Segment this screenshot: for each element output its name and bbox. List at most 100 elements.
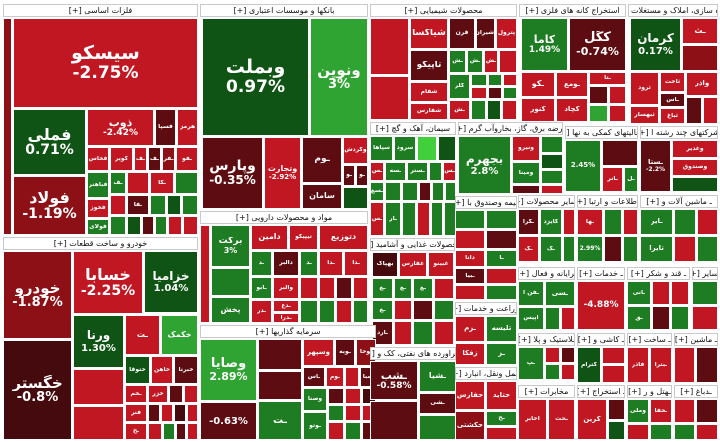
- stock-tile[interactable]: ـسه: [385, 162, 406, 181]
- stock-tile[interactable]: ذوب -2.42%: [87, 109, 154, 146]
- stock-tile[interactable]: ختوقا: [125, 356, 150, 384]
- stock-tile-small[interactable]: [541, 185, 563, 194]
- stock-tile[interactable]: ـبترا: [650, 347, 672, 383]
- stock-tile-small[interactable]: [672, 177, 718, 192]
- stock-tile-small[interactable]: [652, 306, 670, 330]
- stock-tile[interactable]: کایزد: [540, 209, 562, 235]
- stock-tile-small[interactable]: [561, 347, 575, 363]
- stock-tile-small[interactable]: [696, 424, 718, 440]
- stock-tile-small[interactable]: [696, 399, 718, 423]
- stock-tile-small[interactable]: [589, 105, 608, 122]
- stock-tile-small[interactable]: [370, 18, 409, 75]
- stock-tile-small[interactable]: [445, 182, 456, 201]
- stock-tile-small[interactable]: [155, 216, 167, 235]
- stock-tile[interactable]: وملی: [627, 399, 649, 423]
- stock-tile[interactable]: ثباغ: [660, 108, 685, 124]
- stock-tile[interactable]: وصنا: [303, 388, 327, 411]
- stock-tile-small[interactable]: [686, 97, 702, 124]
- stock-tile[interactable]: سامان: [302, 184, 342, 209]
- stock-tile-small[interactable]: [674, 209, 696, 235]
- stock-tile-small[interactable]: [370, 76, 409, 120]
- stock-tile-small[interactable]: [417, 136, 437, 161]
- stock-tile-small[interactable]: [434, 300, 454, 320]
- stock-tile-small[interactable]: [127, 172, 149, 194]
- stock-tile[interactable]: خاهن: [151, 356, 173, 384]
- sector-header[interactable]: محصولات شیمیایی [+]: [370, 4, 517, 17]
- stock-tile-small[interactable]: [429, 162, 442, 181]
- stock-tile-small[interactable]: [486, 268, 517, 284]
- sector-header[interactable]: مواد و محصولات دارویی [+]: [200, 211, 368, 224]
- stock-tile-small[interactable]: -0.63%: [200, 402, 257, 440]
- stock-tile-small[interactable]: [674, 399, 695, 423]
- stock-tile[interactable]: ـکو: [521, 72, 555, 97]
- stock-tile-small[interactable]: [499, 50, 517, 73]
- stock-tile-small[interactable]: [184, 385, 198, 403]
- stock-tile[interactable]: ـش: [484, 50, 498, 73]
- stock-tile-small[interactable]: [328, 422, 344, 440]
- stock-tile-small[interactable]: [545, 364, 560, 380]
- stock-tile[interactable]: ـوم: [326, 367, 344, 387]
- stock-tile[interactable]: ـار: [385, 202, 401, 236]
- stock-tile[interactable]: حفارس: [455, 381, 485, 410]
- stock-tile-small[interactable]: [258, 339, 302, 370]
- stock-tile[interactable]: ـث: [682, 18, 718, 44]
- stock-tile-small[interactable]: [623, 236, 638, 262]
- stock-tile-small[interactable]: [432, 182, 444, 201]
- sector-header[interactable]: خودرو و ساخت قطعات [+]: [3, 237, 198, 250]
- stock-tile-small[interactable]: [471, 87, 487, 99]
- stock-tile[interactable]: خگستر -0.8%: [3, 340, 72, 440]
- stock-tile-small[interactable]: [319, 277, 335, 299]
- sector-header[interactable]: فلزات اساسی [+]: [3, 4, 198, 17]
- stock-tile[interactable]: فنر: [125, 404, 147, 422]
- sector-header[interactable]: عرضه برق، گاز، بخاروآب گرم [+]: [458, 122, 563, 135]
- sector-header[interactable]: ـ ساخت [+]: [627, 333, 672, 346]
- stock-tile[interactable]: خودرو -1.87%: [3, 251, 72, 339]
- stock-tile-small[interactable]: [541, 170, 563, 184]
- stock-tile-small[interactable]: [336, 277, 352, 299]
- stock-tile-small[interactable]: [434, 321, 454, 345]
- stock-tile[interactable]: هرمز: [177, 109, 198, 146]
- stock-tile-small[interactable]: [150, 195, 166, 215]
- stock-tile[interactable]: حتاید: [486, 381, 517, 410]
- sector-header[interactable]: ـ قند و شکر [+]: [627, 267, 690, 280]
- stock-tile-small[interactable]: [455, 210, 485, 229]
- stock-tile[interactable]: کلر: [449, 74, 470, 99]
- stock-tile-small[interactable]: [182, 195, 198, 215]
- stock-tile[interactable]: آپیس: [518, 307, 544, 330]
- stock-tile-small[interactable]: [3, 18, 12, 235]
- stock-tile[interactable]: ـف: [134, 147, 147, 171]
- stock-tile-small[interactable]: [183, 216, 198, 235]
- stock-tile[interactable]: ـش: [449, 50, 466, 73]
- stock-tile[interactable]: ـآس: [660, 93, 685, 107]
- stock-tile-small[interactable]: [353, 277, 368, 299]
- stock-tile[interactable]: برکت 3%: [211, 225, 250, 267]
- stock-tile[interactable]: خسابا -2.25%: [73, 251, 143, 314]
- stock-tile[interactable]: ومینا: [512, 162, 540, 184]
- sector-header[interactable]: انبوه سازی، املاک و مستغلات [+]: [628, 4, 718, 17]
- stock-tile-small[interactable]: [692, 281, 718, 305]
- stock-tile[interactable]: خبرنا: [174, 356, 198, 384]
- sector-header[interactable]: ـبیمه وصندوق با [+]: [455, 196, 517, 209]
- stock-tile[interactable]: ـش: [467, 50, 483, 73]
- stock-tile-small[interactable]: [343, 187, 368, 209]
- stock-tile[interactable]: فاذر: [627, 347, 649, 383]
- stock-tile[interactable]: ـدرا: [273, 313, 299, 323]
- stock-tile-small[interactable]: [328, 405, 344, 421]
- stock-tile[interactable]: ـت: [125, 315, 160, 355]
- stock-tile-small[interactable]: [486, 230, 517, 249]
- stock-tile[interactable]: ـدا: [319, 251, 343, 276]
- stock-tile-small[interactable]: [413, 321, 433, 345]
- stock-tile-small[interactable]: [110, 195, 126, 215]
- stock-tile[interactable]: ـسی: [545, 281, 575, 306]
- stock-tile-small[interactable]: [471, 100, 486, 120]
- stock-tile-small[interactable]: [697, 209, 718, 235]
- stock-tile-small[interactable]: [561, 364, 575, 380]
- stock-tile[interactable]: ـف: [148, 147, 161, 171]
- stock-tile[interactable]: قرن: [449, 18, 475, 49]
- stock-tile-small[interactable]: [487, 100, 501, 120]
- stock-tile[interactable]: ـخ: [125, 423, 147, 440]
- stock-tile-small[interactable]: [627, 424, 649, 440]
- stock-tile-small[interactable]: [671, 281, 689, 305]
- stock-tile[interactable]: ـغ: [394, 278, 412, 299]
- stock-tile-small[interactable]: [545, 347, 560, 363]
